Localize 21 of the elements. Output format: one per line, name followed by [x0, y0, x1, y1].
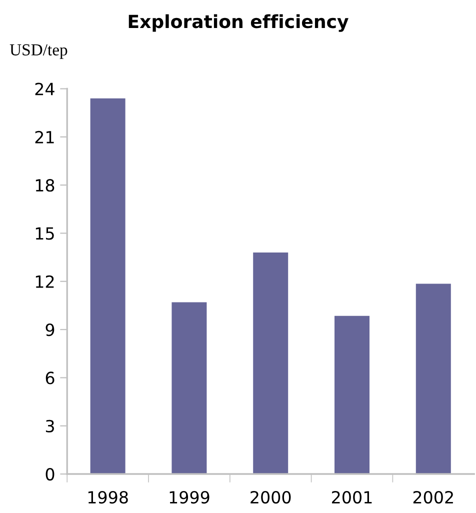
y-tick-label: 15: [36, 227, 54, 240]
x-tick-label: 2000: [250, 490, 291, 504]
x-tick-label: 1999: [170, 490, 210, 504]
bar: [334, 316, 370, 474]
y-tick-label: 21: [35, 130, 54, 144]
y-tick-label: 6: [46, 372, 54, 384]
bar: [90, 98, 126, 474]
y-tick-label: 3: [46, 420, 54, 432]
bar: [416, 284, 451, 474]
bar: [253, 252, 288, 474]
y-axis-title: USD/tep: [10, 44, 68, 59]
y-tick-label: 18: [36, 179, 54, 192]
y-tick-label: 0: [46, 468, 54, 481]
x-tick-label: 1998: [88, 490, 128, 504]
chart-title: Exploration efficiency: [128, 14, 348, 32]
x-tick-label: 2001: [332, 490, 372, 504]
y-tick-label: 12: [36, 275, 54, 288]
y-tick-label: 9: [46, 324, 54, 336]
y-tick-label: 24: [35, 82, 54, 96]
bar: [172, 302, 207, 474]
x-tick-label: 2002: [413, 490, 453, 504]
